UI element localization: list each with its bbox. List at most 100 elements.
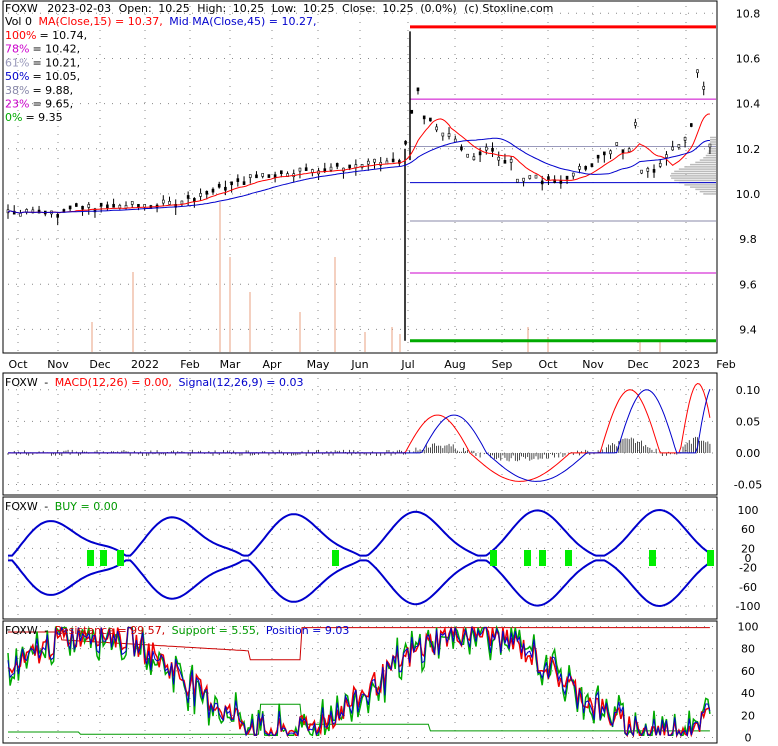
candle [478, 151, 482, 156]
y-tick-label: 10.8 [736, 7, 761, 20]
candle [19, 212, 22, 217]
candle [609, 150, 612, 155]
candle [435, 126, 438, 131]
rsp-dash: - [44, 624, 48, 637]
candle [186, 195, 190, 199]
candle [81, 205, 84, 210]
candle [373, 158, 376, 163]
candle [161, 199, 165, 204]
buy-marker [332, 550, 339, 566]
candle [640, 169, 643, 174]
macd-dash: - [44, 376, 48, 389]
month-label: Feb [716, 358, 735, 371]
fib-value: = 10.21, [32, 56, 80, 69]
candle [366, 160, 370, 165]
candle [329, 166, 333, 171]
y-tick-label: 20 [741, 709, 755, 722]
position-green-line [7, 624, 711, 738]
y-tick-label: 0 [745, 552, 752, 565]
symbol: FOXW [5, 2, 38, 15]
candle [217, 183, 221, 188]
candle [603, 151, 606, 156]
macd-label: MACD(12,26) = 0.00, [55, 376, 172, 389]
candle [12, 210, 16, 215]
high-label: High: [197, 2, 226, 15]
candle [621, 149, 625, 153]
rsp-series [7, 624, 711, 739]
candle [404, 140, 407, 145]
ma45-line [7, 137, 710, 214]
fib-pct: 100% [5, 29, 36, 42]
candle [391, 158, 395, 163]
close-value: 10.25 [382, 2, 414, 15]
month-label: 2022 [131, 358, 159, 371]
y-tick-labels: 9.4 9.6 9.8 10.0 10.2 10.4 10.6 10.8 0.10 0.05 0.0… [734, 7, 762, 744]
month-label: 2023 [672, 358, 700, 371]
y-tick-label: 10.4 [736, 98, 761, 111]
vol-label: Vol 0 [5, 15, 32, 28]
y-tick-label: 9.8 [739, 233, 757, 246]
support-line [8, 703, 710, 735]
buy-label: BUY = 0.00 [55, 500, 118, 513]
y-tick-label: 0.05 [736, 415, 761, 428]
candle [528, 175, 532, 179]
month-label: Jun [350, 358, 368, 371]
ma-legend: Vol 0 MA(Close,15) = 10.37, Mid MA(Close… [5, 15, 317, 28]
change-value: (0.0%) [420, 2, 457, 15]
y-tick-label: -0.05 [734, 479, 762, 492]
fib-value: = 10.05, [32, 70, 80, 83]
buy-marker [565, 550, 572, 566]
fib-value: = 10.74, [39, 29, 87, 42]
candle [168, 201, 171, 205]
candle [348, 164, 351, 169]
candle [485, 146, 488, 151]
candle [398, 160, 401, 164]
y-tick-label: 40 [741, 687, 755, 700]
open-label: Open: [119, 2, 152, 15]
signal-line [8, 388, 711, 482]
position-line [7, 625, 711, 738]
candle [652, 169, 656, 173]
macd-series [7, 382, 711, 482]
candle [627, 148, 631, 153]
fib-legend-item: 100% = 10.74, [5, 29, 87, 42]
candle [689, 123, 693, 127]
y-tick-label: 0.10 [736, 384, 761, 397]
fib-pct: 61% [5, 56, 29, 69]
ma-lines [7, 113, 710, 214]
fib-legend: 100% = 10.74,78% = 10.42,61% = 10.21,50% = 1… [5, 29, 87, 124]
fib-value: = 10.42, [32, 43, 80, 56]
candle [447, 133, 451, 137]
candle [280, 170, 283, 175]
fib-lines [410, 25, 716, 343]
candle [497, 156, 501, 161]
fib-legend-item: 78% = 10.42, [5, 43, 80, 56]
candle [491, 147, 494, 152]
y-tick-label: 100 [738, 620, 759, 633]
candle [261, 173, 264, 177]
chart-header: FOXW 2023-02-03 Open: 10.25 High: 10.25 … [5, 2, 553, 15]
candle [31, 209, 35, 214]
y-tick-label: 80 [741, 643, 755, 656]
y-tick-label: 20 [741, 542, 755, 555]
candle [224, 186, 227, 191]
candle [646, 168, 650, 172]
candle [658, 163, 662, 167]
candle [671, 146, 674, 151]
candle [466, 153, 469, 158]
candle [68, 205, 72, 210]
resistance-line [8, 627, 710, 661]
macd-symbol: FOXW [5, 376, 38, 389]
candle [516, 178, 519, 183]
candle [137, 203, 140, 208]
open-value: 10.25 [158, 2, 190, 15]
month-label: Nov [47, 358, 69, 371]
candle [180, 200, 184, 205]
candle [429, 117, 432, 122]
month-label: Feb [180, 358, 199, 371]
candle [547, 176, 550, 180]
buy-marker [649, 550, 656, 566]
fib-value: = 9.88, [32, 84, 73, 97]
candle [205, 190, 209, 195]
buy-marker [100, 550, 107, 566]
